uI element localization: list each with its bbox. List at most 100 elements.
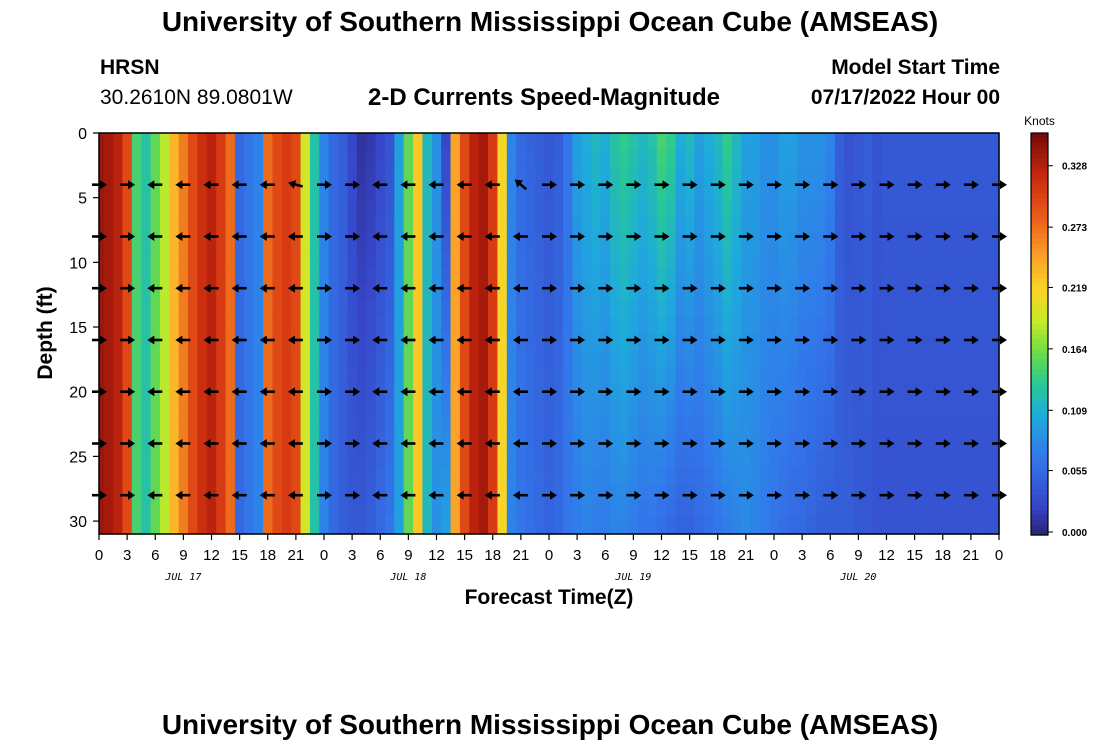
heatmap-cell — [441, 199, 452, 218]
colorbar-segment — [1031, 173, 1048, 179]
heatmap-cell — [216, 149, 227, 168]
heatmap-cell — [741, 300, 752, 318]
heatmap-cell — [806, 467, 817, 485]
colorbar-segment — [1031, 203, 1048, 209]
heatmap-cell — [609, 500, 620, 518]
heatmap-cell — [356, 216, 367, 234]
heatmap-cell — [366, 517, 377, 535]
heatmap-cell — [778, 283, 789, 301]
heatmap-cell — [253, 483, 264, 502]
heatmap-cell — [947, 500, 958, 518]
current-vector — [935, 180, 951, 190]
heatmap-cell — [909, 249, 920, 268]
heatmap-cell — [384, 266, 395, 284]
heatmap-cell — [722, 199, 733, 218]
heatmap-cell — [394, 316, 405, 335]
heatmap-cell — [319, 517, 330, 535]
heatmap-cell — [188, 149, 199, 168]
current-vector — [654, 180, 670, 190]
heatmap-cell — [300, 400, 311, 418]
heatmap-cell — [713, 133, 724, 151]
heatmap-cell — [947, 133, 958, 151]
heatmap-cell — [356, 300, 367, 318]
heatmap-cell — [928, 166, 939, 184]
current-vector — [935, 439, 951, 448]
heatmap-cell — [113, 149, 124, 168]
heatmap-cell — [563, 166, 574, 184]
heatmap-cell — [919, 149, 930, 168]
heatmap-cell — [178, 283, 189, 301]
heatmap-cell — [244, 216, 255, 234]
heatmap-cell — [863, 433, 874, 452]
heatmap-cell — [759, 417, 770, 435]
heatmap-cell — [731, 517, 742, 535]
heatmap-cell — [816, 483, 827, 502]
heatmap-cell — [600, 417, 611, 435]
heatmap-cell — [169, 266, 180, 284]
heatmap-cell — [891, 216, 902, 234]
heatmap-cell — [253, 383, 264, 401]
heatmap-cell — [103, 166, 114, 184]
current-vector — [456, 387, 472, 397]
heatmap-cell — [319, 249, 330, 268]
heatmap-cell — [131, 366, 142, 385]
heatmap-cell — [150, 166, 161, 184]
heatmap-cell — [759, 183, 770, 201]
heatmap-cell — [113, 383, 124, 401]
x-tick-label: 6 — [151, 547, 159, 564]
heatmap-cell — [666, 183, 677, 201]
heatmap-cell — [216, 366, 227, 385]
heatmap-cell — [675, 199, 686, 218]
heatmap-cell — [188, 483, 199, 502]
heatmap-cell — [741, 483, 752, 502]
heatmap-cell — [553, 383, 564, 401]
heatmap-cell — [394, 216, 405, 234]
heatmap-cell — [966, 333, 977, 351]
heatmap-cell — [403, 166, 414, 184]
current-vector — [92, 232, 107, 241]
heatmap-cell — [619, 216, 630, 234]
current-vector — [570, 180, 586, 190]
colorbar-segment — [1031, 298, 1048, 305]
heatmap-cell — [544, 166, 555, 184]
heatmap-cell — [150, 400, 161, 418]
heatmap-cell — [975, 166, 986, 184]
heatmap-cell — [713, 266, 724, 284]
heatmap-cell — [413, 383, 424, 401]
heatmap-cell — [441, 316, 452, 335]
heatmap-cell — [966, 249, 977, 268]
heatmap-cell — [281, 283, 292, 301]
heatmap-cell — [169, 149, 180, 168]
heatmap-cell — [403, 249, 414, 268]
heatmap-cell — [938, 400, 949, 418]
heatmap-cell — [544, 467, 555, 485]
heatmap-cell — [525, 149, 536, 168]
heatmap-cell — [150, 483, 161, 502]
heatmap-cell — [497, 383, 508, 401]
heatmap-cell — [291, 266, 302, 284]
heatmap-cell — [103, 500, 114, 518]
heatmap-cell — [300, 350, 311, 368]
heatmap-cell — [975, 366, 986, 385]
heatmap-cell — [891, 283, 902, 301]
heatmap-cell — [628, 233, 639, 251]
heatmap-cell — [553, 283, 564, 301]
heatmap-cell — [797, 133, 808, 151]
heatmap-cell — [759, 483, 770, 502]
heatmap-cell — [441, 500, 452, 518]
heatmap-cell — [366, 133, 377, 151]
heatmap-cell — [966, 316, 977, 335]
heatmap-cell — [769, 450, 780, 468]
heatmap-cell — [206, 483, 217, 502]
heatmap-cell — [966, 417, 977, 435]
heatmap-cell — [225, 216, 236, 234]
heatmap-cell — [881, 149, 892, 168]
heatmap-cell — [441, 133, 452, 151]
heatmap-cell — [291, 183, 302, 201]
heatmap-cell — [99, 450, 105, 468]
heatmap-cell — [994, 183, 1000, 201]
heatmap-cell — [159, 366, 170, 385]
heatmap-cell — [450, 133, 461, 151]
heatmap-cell — [825, 266, 836, 284]
heatmap-cell — [609, 283, 620, 301]
